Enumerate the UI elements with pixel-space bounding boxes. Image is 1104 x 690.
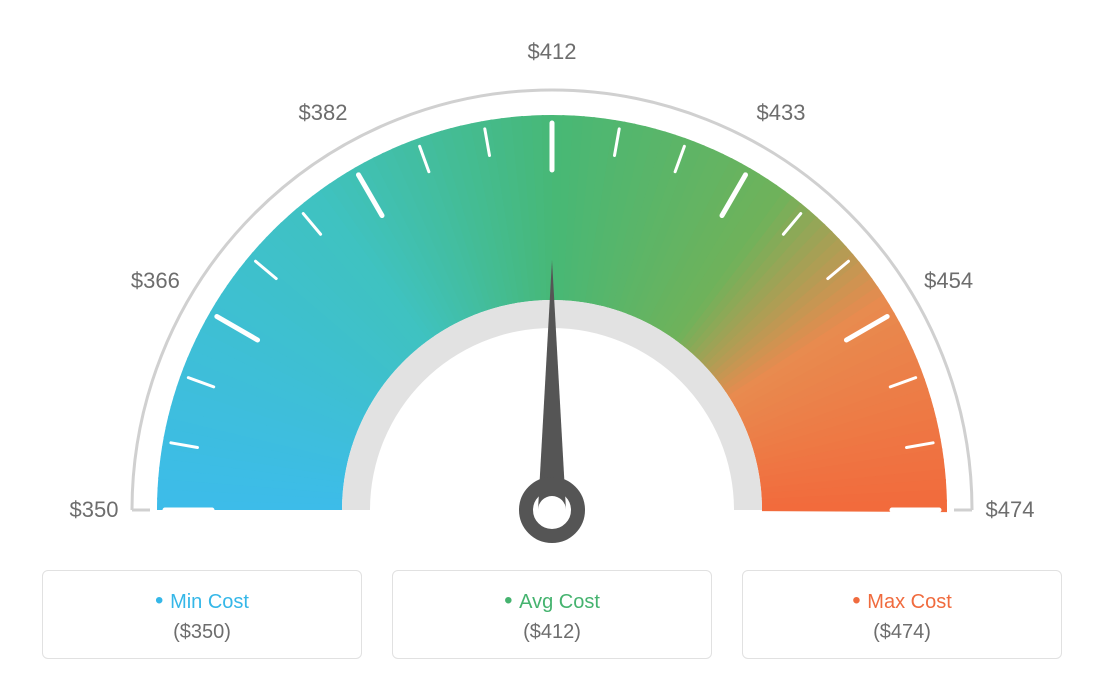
gauge-chart: $350 $366 $382 $412 $433 $454 $474 — [0, 0, 1104, 560]
legend-card-max: Max Cost ($474) — [742, 570, 1062, 659]
gauge-scale-label: $433 — [757, 100, 806, 126]
legend-card-avg: Avg Cost ($412) — [392, 570, 712, 659]
legend-row: Min Cost ($350) Avg Cost ($412) Max Cost… — [0, 570, 1104, 659]
gauge-scale-label: $382 — [299, 100, 348, 126]
legend-value-min: ($350) — [53, 621, 351, 644]
legend-title-min: Min Cost — [53, 587, 351, 615]
gauge-scale-label: $412 — [528, 39, 577, 65]
legend-title-max: Max Cost — [753, 587, 1051, 615]
gauge-scale-label: $366 — [131, 268, 180, 294]
legend-card-min: Min Cost ($350) — [42, 570, 362, 659]
legend-value-max: ($474) — [753, 621, 1051, 644]
gauge-scale-label: $350 — [70, 497, 119, 523]
legend-value-avg: ($412) — [403, 621, 701, 644]
legend-title-avg: Avg Cost — [403, 587, 701, 615]
gauge-scale-label: $454 — [924, 268, 973, 294]
gauge-scale-label: $474 — [986, 497, 1035, 523]
